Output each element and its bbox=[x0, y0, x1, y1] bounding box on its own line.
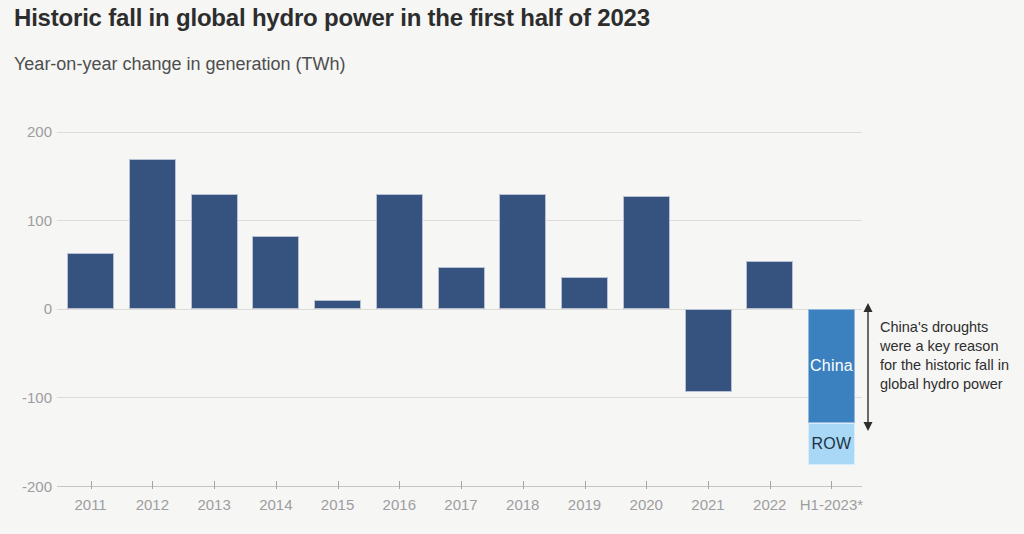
bar-segment-2012 bbox=[129, 159, 176, 310]
bar-segment-2020 bbox=[623, 196, 670, 309]
bar-segment-2015 bbox=[314, 300, 361, 309]
bar-segment-2016 bbox=[376, 194, 423, 309]
bar-segment-2011 bbox=[67, 253, 114, 309]
bar-segment-2013 bbox=[191, 194, 238, 309]
annotation-text: China's droughts were a key reason for t… bbox=[880, 318, 1014, 394]
x-axis-tick bbox=[338, 481, 339, 489]
bar-segment-2021 bbox=[685, 309, 732, 391]
gridline-100 bbox=[57, 220, 862, 221]
y-axis-label-200: 200 bbox=[2, 123, 52, 140]
y-axis-label-0: 0 bbox=[2, 300, 52, 317]
page: Historic fall in global hydro power in t… bbox=[0, 0, 1024, 534]
bar-segment-2017 bbox=[438, 267, 485, 310]
bar-chart: 2001000-100-2002011201220132014201520162… bbox=[0, 0, 1024, 534]
double-arrow-icon bbox=[860, 303, 876, 431]
bar-segment-2014 bbox=[252, 236, 299, 310]
x-axis-tick bbox=[461, 481, 462, 489]
gridline--200 bbox=[57, 486, 862, 487]
y-axis-label--200: -200 bbox=[2, 478, 52, 495]
bar-segment-H1-2023*-row: ROW bbox=[808, 423, 855, 466]
x-axis-tick bbox=[399, 481, 400, 489]
x-axis-tick bbox=[214, 481, 215, 489]
x-axis-tick bbox=[152, 481, 153, 489]
x-axis-tick bbox=[831, 481, 832, 489]
segment-label-china: China bbox=[810, 357, 853, 375]
bar-segment-2019 bbox=[561, 277, 608, 309]
bar-segment-2022 bbox=[746, 261, 793, 309]
x-axis-tick bbox=[91, 481, 92, 489]
gridline-200 bbox=[57, 132, 862, 133]
x-axis-tick bbox=[646, 481, 647, 489]
bar-segment-H1-2023*-china: China bbox=[808, 309, 855, 422]
y-axis-label-100: 100 bbox=[2, 212, 52, 229]
x-axis-tick bbox=[523, 481, 524, 489]
x-axis-tick bbox=[276, 481, 277, 489]
bar-segment-2018 bbox=[499, 194, 546, 309]
x-axis-tick bbox=[770, 481, 771, 489]
y-axis-label--100: -100 bbox=[2, 389, 52, 406]
x-axis-tick bbox=[585, 481, 586, 489]
x-axis-label-H1-2023*: H1-2023* bbox=[789, 496, 873, 513]
segment-label-row: ROW bbox=[812, 435, 852, 453]
x-axis-tick bbox=[708, 481, 709, 489]
gridline--100 bbox=[57, 397, 862, 398]
